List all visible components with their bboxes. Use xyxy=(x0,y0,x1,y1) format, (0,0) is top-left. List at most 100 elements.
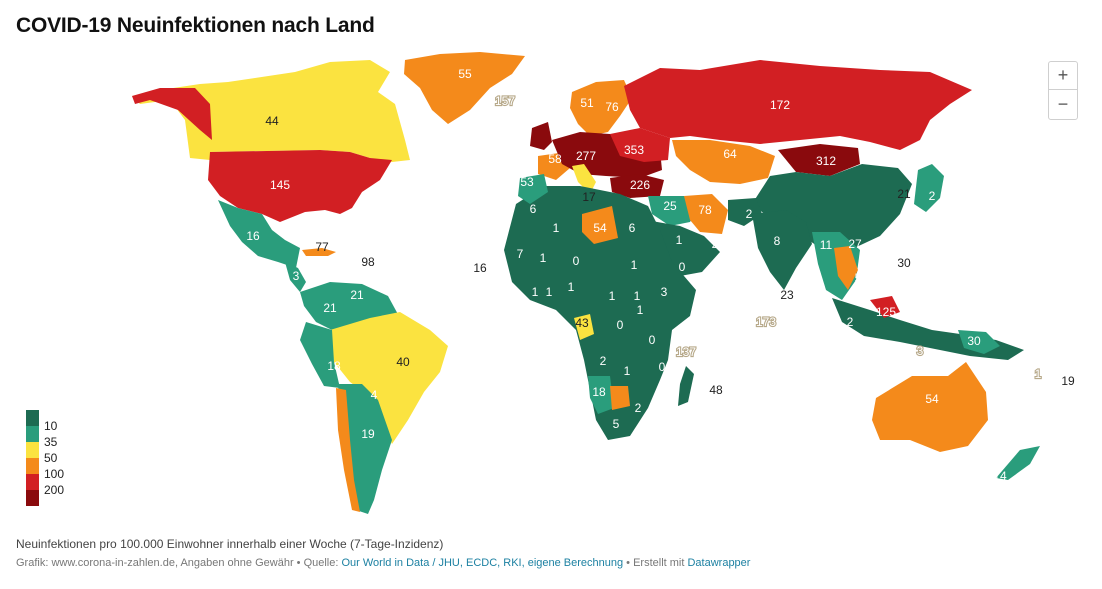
label-turkey: 226 xyxy=(630,178,650,192)
legend-swatch xyxy=(26,426,39,442)
region-madagascar[interactable] xyxy=(678,366,694,406)
label-usa: 145 xyxy=(270,178,290,192)
region-peru[interactable] xyxy=(300,322,340,388)
world-map-svg[interactable]: 55 172 145 16 3 21 21 18 4 19 51 76 58 2… xyxy=(0,44,1102,524)
credit-middle: • Erstellt mit xyxy=(623,557,688,569)
region-libya[interactable] xyxy=(582,206,618,244)
label-ethiopia: 3 xyxy=(661,285,668,299)
region-canada-alaska[interactable] xyxy=(132,60,410,162)
legend-swatch xyxy=(26,474,39,490)
label-vanuatu: 1 xyxy=(1035,367,1042,381)
label-ukraine: 353 xyxy=(624,143,644,157)
label-peru: 18 xyxy=(327,359,341,373)
label-oman: 2 xyxy=(712,237,719,251)
legend-label: 200 xyxy=(44,483,65,497)
region-namibia[interactable] xyxy=(588,376,614,414)
label-c-africa: 1 xyxy=(634,289,641,303)
label-w-africa-2: 0 xyxy=(573,254,580,268)
region-gabon[interactable] xyxy=(574,314,594,340)
label-italy: 17 xyxy=(582,190,596,204)
legend-label: 100 xyxy=(44,467,65,481)
label-sudan-south: 0 xyxy=(679,260,686,274)
region-italy[interactable] xyxy=(572,164,596,194)
label-namibia: 18 xyxy=(592,385,606,399)
region-alaska[interactable] xyxy=(132,88,212,140)
region-chile[interactable] xyxy=(336,388,360,512)
label-nigeria: 1 xyxy=(609,289,616,303)
region-brazil[interactable] xyxy=(330,312,448,444)
label-algeria: 6 xyxy=(530,202,537,216)
legend-label: 50 xyxy=(44,451,58,465)
label-kazakhstan: 64 xyxy=(723,147,737,161)
label-congo: 0 xyxy=(617,318,624,332)
label-thailand: 5 xyxy=(855,271,862,285)
label-greenland: 55 xyxy=(458,67,472,81)
region-new-zealand[interactable] xyxy=(996,446,1040,480)
region-iran[interactable] xyxy=(684,194,728,234)
zoom-control: + − xyxy=(1048,61,1078,120)
page-title: COVID-19 Neuinfektionen nach Land xyxy=(16,14,375,37)
region-north-africa[interactable] xyxy=(504,186,696,440)
label-c-africa-2: 1 xyxy=(637,303,644,317)
label-w-africa-5: 1 xyxy=(568,280,575,294)
label-sweden: 76 xyxy=(605,100,619,114)
map-labels-outlined: 157 173 137 3 1 xyxy=(494,93,1043,382)
label-central-europe: 277 xyxy=(576,149,596,163)
region-uk[interactable] xyxy=(530,122,552,150)
label-sri-lanka: 23 xyxy=(780,288,794,302)
label-bolivia: 4 xyxy=(371,388,378,402)
label-w-africa-3: 1 xyxy=(532,285,539,299)
region-indonesia[interactable] xyxy=(832,298,1024,360)
label-mongolia: 312 xyxy=(816,154,836,168)
credit-prefix: Grafik: www.corona-in-zahlen.de, Angaben… xyxy=(16,557,342,569)
datawrapper-link[interactable]: Datawrapper xyxy=(687,557,751,569)
region-greenland[interactable] xyxy=(404,52,525,124)
label-spain: 58 xyxy=(548,152,562,166)
label-australia: 54 xyxy=(925,392,939,406)
label-brazil: 40 xyxy=(396,355,410,369)
region-usa[interactable] xyxy=(208,150,392,222)
label-japan-north: 21 xyxy=(897,187,911,201)
label-india: 8 xyxy=(774,234,781,248)
label-iraq: 25 xyxy=(663,199,677,213)
region-thailand[interactable] xyxy=(834,246,858,290)
region-india[interactable] xyxy=(752,210,812,290)
region-australia[interactable] xyxy=(872,362,988,452)
region-andes-south[interactable] xyxy=(338,384,392,514)
label-mauritania: 7 xyxy=(517,247,524,261)
source-link[interactable]: Our World in Data / JHU, ECDC, RKI, eige… xyxy=(341,557,624,569)
region-mongolia[interactable] xyxy=(778,144,860,176)
label-mexico: 16 xyxy=(246,229,260,243)
label-angola: 2 xyxy=(600,354,607,368)
region-turkey[interactable] xyxy=(610,174,664,198)
region-russia[interactable] xyxy=(624,60,972,150)
region-ukraine[interactable] xyxy=(610,128,670,162)
region-scandinavia[interactable] xyxy=(570,80,632,136)
legend-swatch xyxy=(26,442,39,458)
zoom-out-button[interactable]: − xyxy=(1057,93,1069,114)
region-kazakhstan[interactable] xyxy=(672,140,775,184)
region-png[interactable] xyxy=(958,330,1000,354)
label-vietnam: 27 xyxy=(848,237,862,251)
zoom-in-button[interactable]: + xyxy=(1049,62,1077,90)
world-map[interactable]: 55 172 145 16 3 21 21 18 4 19 51 76 58 2… xyxy=(0,44,1102,524)
region-cuba[interactable] xyxy=(302,248,336,256)
label-indonesia-north: 125 xyxy=(876,305,896,319)
region-morocco[interactable] xyxy=(518,174,548,204)
label-zambia: 1 xyxy=(624,364,631,378)
legend-label: 35 xyxy=(44,435,58,449)
region-botswana[interactable] xyxy=(610,386,630,410)
region-mexico[interactable] xyxy=(218,200,300,268)
label-fiji: 19 xyxy=(1061,374,1075,388)
region-japan[interactable] xyxy=(914,164,944,212)
label-gabon: 43 xyxy=(575,316,589,330)
label-morocco: 53 xyxy=(520,175,534,189)
label-sudan: 1 xyxy=(631,258,638,272)
label-philippines: 30 xyxy=(897,256,911,270)
label-mali: 1 xyxy=(553,221,560,235)
region-central-america[interactable] xyxy=(285,262,306,292)
region-arabia[interactable] xyxy=(646,220,720,276)
region-malaysia[interactable] xyxy=(870,296,900,318)
label-libya: 54 xyxy=(593,221,607,235)
label-norway: 51 xyxy=(580,96,594,110)
